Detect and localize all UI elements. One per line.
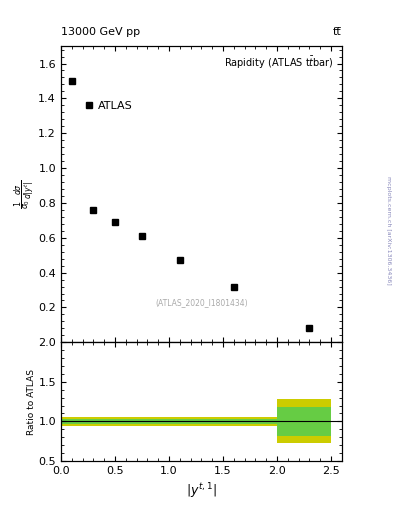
Text: 13000 GeV pp: 13000 GeV pp: [61, 27, 140, 37]
ATLAS: [112, 219, 117, 225]
ATLAS: [178, 258, 182, 264]
Y-axis label: $\frac{1}{\sigma_0}\frac{d\sigma}{d|y^{t}|}$: $\frac{1}{\sigma_0}\frac{d\sigma}{d|y^{t…: [12, 179, 37, 209]
Text: tt̅: tt̅: [333, 27, 342, 37]
ATLAS: [231, 284, 236, 290]
ATLAS: [69, 78, 74, 84]
Text: mcplots.cern.ch [arXiv:1306.3436]: mcplots.cern.ch [arXiv:1306.3436]: [386, 176, 391, 285]
ATLAS: [91, 207, 96, 213]
Text: Rapidity (ATLAS t$\bar{t}$bar): Rapidity (ATLAS t$\bar{t}$bar): [224, 55, 334, 71]
Line: ATLAS: ATLAS: [69, 78, 312, 331]
ATLAS: [307, 325, 312, 331]
Legend: ATLAS: ATLAS: [81, 96, 138, 115]
ATLAS: [140, 233, 144, 239]
X-axis label: $|y^{t,1}|$: $|y^{t,1}|$: [186, 481, 217, 501]
Text: (ATLAS_2020_I1801434): (ATLAS_2020_I1801434): [155, 298, 248, 307]
Y-axis label: Ratio to ATLAS: Ratio to ATLAS: [26, 369, 35, 435]
